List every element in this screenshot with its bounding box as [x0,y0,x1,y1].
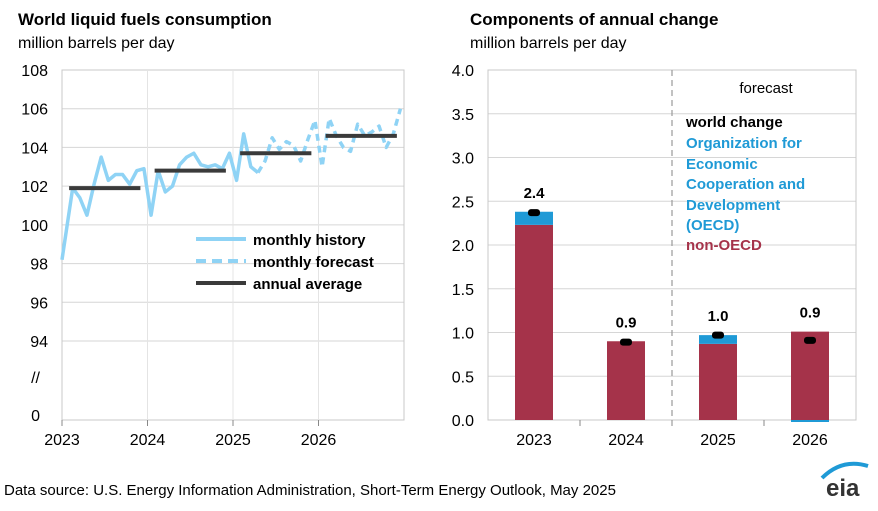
left-x-axis-ticks: 2023 2024 2025 2026 [44,70,336,449]
left-y-tick-label: 106 [21,102,48,119]
legend-label-oecd-3: Cooperation and [686,176,805,193]
right-x-tick-label: 2024 [608,432,644,449]
legend-label-oecd-5: (OECD) [686,217,739,234]
right-x-axis-ticks: 2023 2024 2025 2026 [516,420,828,449]
left-y-tick-label: 94 [30,334,48,351]
y-axis-break-label: // [31,370,40,387]
legend-label-oecd-4: Development [686,197,780,214]
bar-non-oecd [607,341,645,420]
right-bars: 2.4 0.9 1.0 0.9 [515,185,829,422]
left-chart-title: World liquid fuels consumption [18,10,272,29]
data-source-note: Data source: U.S. Energy Information Adm… [4,482,616,499]
eia-logo-text: eia [826,475,860,502]
world-change-marker [712,331,724,339]
legend-label-history: monthly history [253,232,366,249]
series-line-monthly-history [60,132,260,260]
legend-label-world-change: world change [685,114,783,131]
right-legend: world change Organization for Economic C… [685,114,805,254]
bar-non-oecd [791,331,829,420]
bar-oecd [515,211,553,225]
bar-oecd [699,335,737,344]
series-line-monthly-forecast [256,108,403,174]
right-y-tick-label: 0.5 [452,369,474,386]
left-x-tick-label: 2024 [130,432,166,449]
world-change-marker [528,209,540,217]
right-x-tick-label: 2023 [516,432,552,449]
left-chart-subtitle: million barrels per day [18,35,175,52]
left-x-tick-label: 2025 [215,432,251,449]
world-change-marker [620,338,632,346]
right-x-tick-label: 2026 [792,432,828,449]
bar-data-label: 1.0 [708,308,729,325]
legend-label-oecd-1: Organization for [686,135,802,152]
right-y-tick-label: 4.0 [452,63,474,80]
world-change-marker [804,336,816,344]
right-y-tick-label: 1.0 [452,326,474,343]
bar-oecd [791,420,829,422]
left-y-tick-label: 100 [21,218,48,235]
left-legend: monthly history monthly forecast annual … [196,232,374,293]
right-y-tick-label: 0.0 [452,413,474,430]
right-x-tick-label: 2025 [700,432,736,449]
left-y-axis-ticks: 108 106 104 102 100 98 96 94 // 0 [21,63,48,425]
right-y-tick-label: 2.0 [452,238,474,255]
right-chart-subtitle: million barrels per day [470,35,627,52]
right-y-axis-ticks: 4.0 3.5 3.0 2.5 2.0 1.5 1.0 0.5 0.0 [452,63,474,430]
eia-logo: eia [820,461,869,502]
left-y-tick-label: 104 [21,140,48,157]
bar-data-label: 2.4 [524,185,546,202]
right-y-tick-label: 1.5 [452,282,474,299]
eia-logo-arc [820,461,869,480]
legend-label-non-oecd: non-OECD [686,237,762,254]
left-y-tick-label: 98 [30,257,48,274]
left-y-tick-label: 108 [21,63,48,80]
right-y-tick-label: 2.5 [452,194,474,211]
legend-label-forecast: monthly forecast [253,254,374,271]
right-y-tick-label: 3.5 [452,107,474,124]
left-series-lines [60,108,403,260]
left-y-tick-label: 96 [30,295,48,312]
right-y-tick-label: 3.0 [452,151,474,168]
legend-label-oecd-2: Economic [686,156,758,173]
legend-label-annual: annual average [253,276,362,293]
left-y-tick-label: 0 [31,408,40,425]
right-chart-title: Components of annual change [470,10,718,29]
bar-non-oecd [515,224,553,420]
left-y-tick-label: 102 [21,179,48,196]
left-x-tick-label: 2026 [301,432,337,449]
bar-data-label: 0.9 [800,305,821,322]
forecast-label: forecast [739,80,793,97]
left-x-tick-label: 2023 [44,432,80,449]
bar-data-label: 0.9 [616,314,637,331]
bar-non-oecd [699,343,737,420]
